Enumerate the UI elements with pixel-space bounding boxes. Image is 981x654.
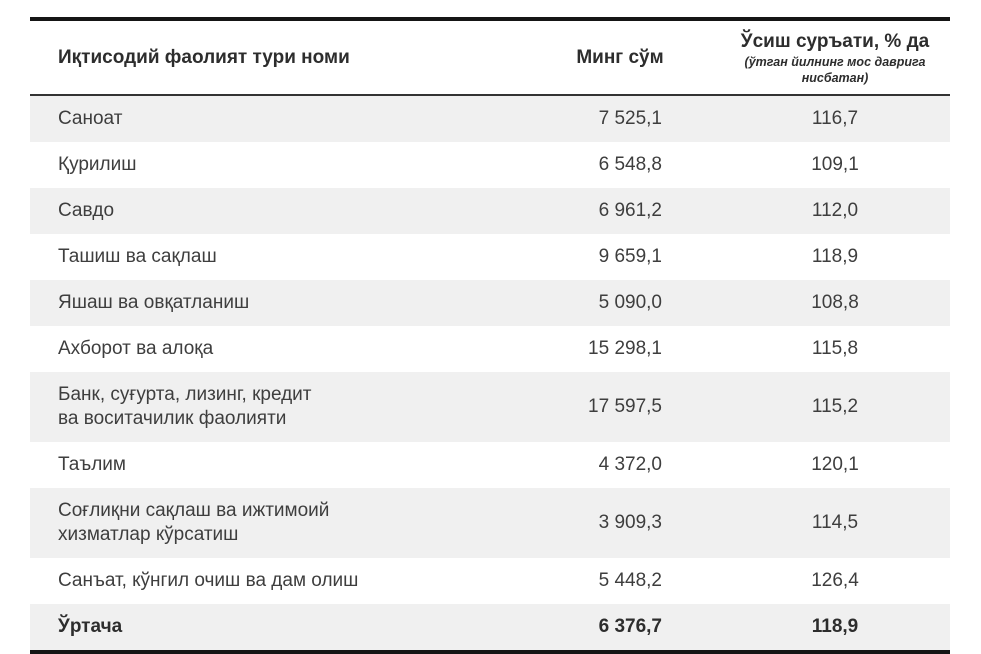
table-row: Қурилиш 6 548,8 109,1 — [30, 142, 950, 188]
growth-value: 112,0 — [811, 200, 859, 221]
amount-value: 3 909,3 — [598, 512, 662, 533]
growth-value: 118,9 — [811, 246, 859, 267]
activity-name: Ташиш ва сақлаш — [58, 246, 217, 267]
activity-name: Савдо — [58, 200, 115, 221]
footer-activity-name: Ўртача — [58, 616, 123, 637]
amount-value: 15 298,1 — [588, 338, 662, 359]
table-row: Яшаш ва овқатланиш 5 090,0 108,8 — [30, 280, 950, 326]
growth-value: 108,8 — [811, 292, 859, 313]
table-footer-row: Ўртача 6 376,7 118,9 — [30, 604, 950, 652]
table-row: Таълим 4 372,0 120,1 — [30, 442, 950, 488]
growth-value: 115,2 — [811, 396, 859, 417]
footer-growth-value: 118,9 — [811, 616, 859, 637]
growth-value: 115,8 — [811, 338, 859, 359]
activity-name: Яшаш ва овқатланиш — [58, 292, 250, 313]
amount-value: 7 525,1 — [598, 108, 662, 129]
activity-name: Саноат — [58, 108, 123, 129]
growth-value: 116,7 — [811, 108, 859, 129]
amount-value: 4 372,0 — [598, 454, 662, 475]
table-row: Ахборот ва алоқа 15 298,1 115,8 — [30, 326, 950, 372]
growth-value: 120,1 — [811, 454, 859, 475]
amount-value: 17 597,5 — [588, 396, 662, 417]
amount-value: 5 090,0 — [598, 292, 662, 313]
economic-activity-table: Иқтисодий фаолият тури номи Минг сўм Ўси… — [30, 17, 950, 654]
activity-name: Соғлиқни сақлаш ва ижтимоий хизматлар кў… — [58, 500, 330, 545]
table-row: Ташиш ва сақлаш 9 659,1 118,9 — [30, 234, 950, 280]
table-header: Иқтисодий фаолият тури номи Минг сўм Ўси… — [30, 19, 950, 96]
activity-name: Таълим — [58, 454, 126, 475]
amount-value: 5 448,2 — [598, 570, 662, 591]
table-footer: Ўртача 6 376,7 118,9 — [30, 604, 950, 652]
table-row: Санъат, кўнгил очиш ва дам олиш 5 448,2 … — [30, 558, 950, 604]
growth-rate-title: Ўсиш суръати, % да — [740, 31, 930, 52]
footer-amount-value: 6 376,7 — [598, 616, 662, 637]
table-body: Саноат 7 525,1 116,7 Қурилиш 6 548,8 109… — [30, 95, 950, 604]
activity-name: Ахборот ва алоқа — [58, 338, 214, 359]
amount-value: 9 659,1 — [598, 246, 662, 267]
economic-activity-table-container: Иқтисодий фаолият тури номи Минг сўм Ўси… — [30, 17, 950, 654]
table-row: Саноат 7 525,1 116,7 — [30, 95, 950, 142]
activity-name: Банк, суғурта, лизинг, кредит ва воситач… — [58, 384, 312, 429]
table-row: Банк, суғурта, лизинг, кредит ва воситач… — [30, 372, 950, 442]
growth-value: 114,5 — [811, 512, 859, 533]
amount-value: 6 961,2 — [598, 200, 662, 221]
growth-value: 109,1 — [811, 154, 859, 175]
table-row: Соғлиқни сақлаш ва ижтимоий хизматлар кў… — [30, 488, 950, 558]
activity-name: Санъат, кўнгил очиш ва дам олиш — [58, 570, 359, 591]
growth-rate-subtitle: (ўтган йилнинг мос даврига нисбатан) — [744, 55, 926, 85]
table-row: Савдо 6 961,2 112,0 — [30, 188, 950, 234]
growth-value: 126,4 — [811, 570, 859, 591]
table-header-row: Иқтисодий фаолият тури номи Минг сўм Ўси… — [30, 19, 950, 96]
amount-value: 6 548,8 — [598, 154, 662, 175]
column-header-growth-rate: Ўсиш суръати, % да (ўтган йилнинг мос да… — [720, 19, 950, 96]
column-header-activity-name: Иқтисодий фаолият тури номи — [30, 19, 520, 96]
activity-name: Қурилиш — [58, 154, 137, 175]
column-header-thousand-sum: Минг сўм — [520, 19, 720, 96]
